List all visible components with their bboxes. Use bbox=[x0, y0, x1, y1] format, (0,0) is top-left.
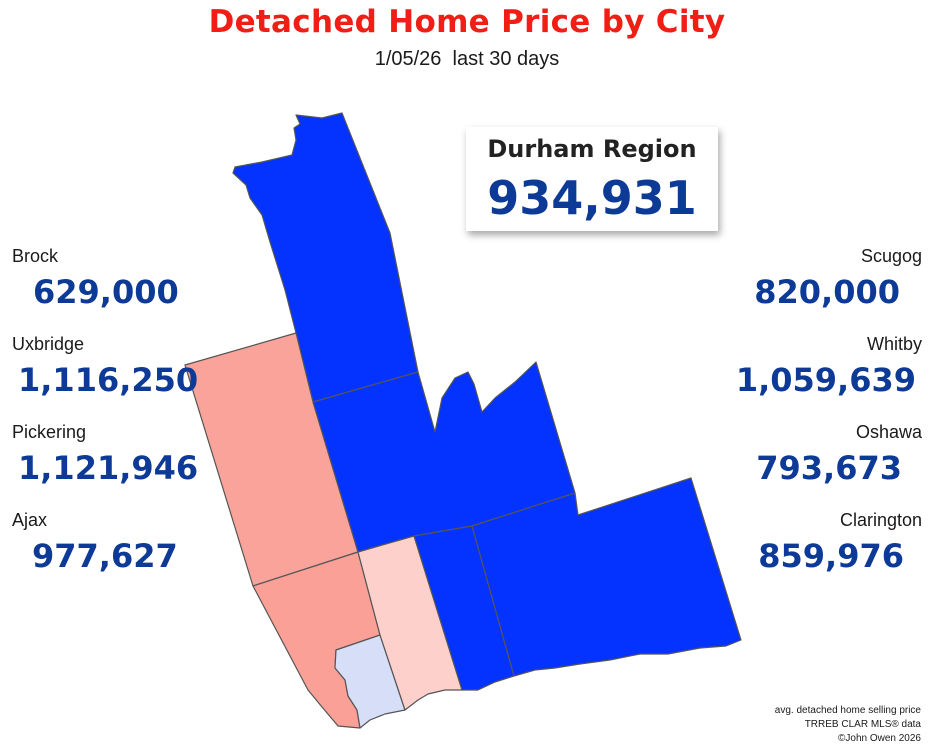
city-value-whitby: 1,059,639 bbox=[735, 361, 916, 399]
city-value-brock: 629,000 bbox=[33, 273, 179, 311]
city-value-ajax: 977,627 bbox=[32, 537, 178, 575]
city-label-whitby: Whitby bbox=[866, 334, 922, 354]
map-region-brock[interactable] bbox=[232, 112, 419, 403]
source-line-3: ©John Owen 2026 bbox=[838, 733, 921, 744]
city-label-scugog: Scugog bbox=[860, 246, 922, 266]
city-value-uxbridge: 1,116,250 bbox=[18, 361, 199, 399]
city-label-uxbridge: Uxbridge bbox=[12, 334, 85, 354]
city-label-pickering: Pickering bbox=[12, 422, 87, 442]
city-label-brock: Brock bbox=[12, 246, 59, 266]
region-name: Durham Region bbox=[487, 135, 697, 163]
city-value-clarington: 859,976 bbox=[758, 537, 904, 575]
chart-subtitle: 1/05/26 last 30 days bbox=[374, 48, 560, 70]
source-line-1: avg. detached home selling price bbox=[774, 705, 921, 716]
source-line-2: TRREB CLAR MLS® data bbox=[804, 719, 921, 730]
source-note: avg. detached home selling price TRREB C… bbox=[775, 704, 921, 746]
city-label-oshawa: Oshawa bbox=[855, 422, 922, 442]
chart-title: Detached Home Price by City bbox=[208, 4, 726, 40]
map-region-clarington[interactable] bbox=[471, 477, 742, 677]
city-value-pickering: 1,121,946 bbox=[18, 449, 199, 487]
city-value-scugog: 820,000 bbox=[754, 273, 900, 311]
city-label-clarington: Clarington bbox=[839, 510, 922, 530]
city-value-oshawa: 793,673 bbox=[756, 449, 902, 487]
region-value: 934,931 bbox=[487, 171, 697, 225]
region-summary-card: Durham Region 934,931 bbox=[466, 127, 718, 231]
city-label-ajax: Ajax bbox=[12, 510, 48, 530]
